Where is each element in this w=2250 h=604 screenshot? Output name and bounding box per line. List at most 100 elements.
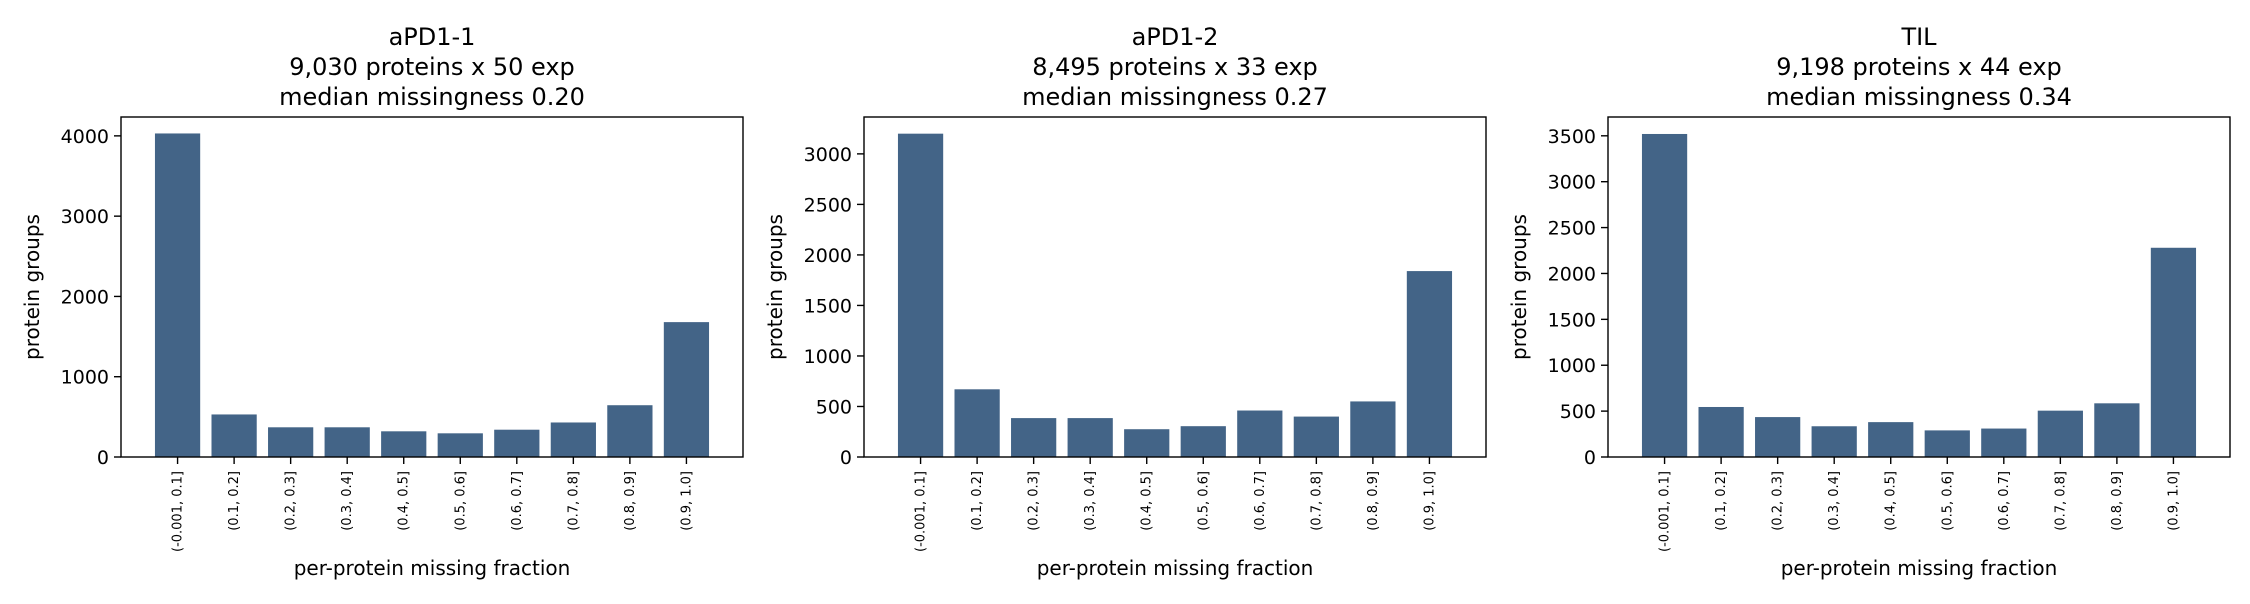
chart-1-xtick-label-8: (0.7, 0.8] [566,471,581,531]
chart-3-plot-frame [1607,116,2231,458]
chart-2-bar-6 [1180,426,1226,457]
chart-2-xlabel: per-protein missing fraction [1037,556,1314,580]
chart-2-bar-4 [1067,418,1113,457]
chart-2-xtick-label-1: (-0.001, 0.1] [914,471,929,552]
chart-2-xtick-label-2: (0.1, 0.2] [970,471,985,531]
chart-2-xtick-label-6: (0.5, 0.6] [1196,471,1211,531]
chart-3-ytick-label-5: 2000 [1548,263,1596,285]
chart-3-title-line-2: 9,198 proteins x 44 exp [1776,53,2062,81]
chart-1-bar-10 [663,322,710,457]
chart-1-ytick-label-4: 3000 [61,206,109,228]
chart-1-bar-3 [268,427,314,457]
chart-2-xtick-label-9: (0.8, 0.9] [1366,471,1381,531]
chart-3-ytick-label-2: 500 [1560,401,1596,423]
chart-1-xtick-label-10: (0.9, 1.0] [679,471,694,531]
chart-3-title-line-3: median missingness 0.34 [1766,83,2072,111]
chart-2-plot-frame [863,116,1487,458]
chart-3-bar-6 [1924,430,1970,457]
chart-1-bar-2 [211,414,257,457]
chart-1-xtick-label-3: (0.2, 0.3] [284,471,299,531]
chart-2-bar-3 [1011,418,1057,457]
chart-3-ytick-label-3: 1000 [1548,355,1596,377]
chart-3-title-line-1: TIL [1900,23,1937,51]
chart-1-xtick-label-9: (0.8, 0.9] [623,471,638,531]
chart-1-xtick-label-5: (0.4, 0.5] [397,471,412,531]
chart-3-bar-5 [1868,422,1914,457]
chart-2-title-line-1: aPD1-2 [1132,23,1219,51]
chart-1-ytick-label-1: 0 [97,447,109,469]
chart-2-bar-1 [897,133,944,457]
chart-2-bar-7 [1237,410,1283,457]
chart-3-ytick-label-8: 3500 [1548,126,1596,148]
chart-2-ytick-label-4: 1500 [804,295,852,317]
chart-1-bar-9 [607,405,653,457]
chart-3-xtick-label-9: (0.8, 0.9] [2110,471,2125,531]
chart-3-xlabel: per-protein missing fraction [1781,556,2058,580]
chart-2-ytick-label-3: 1000 [804,346,852,368]
chart-3-ytick-label-4: 1500 [1548,309,1596,331]
chart-2-bar-5 [1124,429,1170,457]
chart-1-ytick-label-2: 1000 [61,367,109,389]
chart-3-bar-8 [2037,410,2083,457]
chart-3-bar-9 [2094,403,2140,457]
chart-1-plot-frame [120,116,744,458]
chart-2-bar-10 [1406,271,1453,457]
chart-1-bar-1 [154,133,201,458]
chart-2-ytick-label-2: 500 [816,396,852,418]
chart-3-bar-3 [1755,417,1801,457]
chart-1-xtick-label-7: (0.6, 0.7] [510,471,525,531]
chart-3-xtick-label-1: (-0.001, 0.1] [1658,471,1673,552]
chart-1-title-line-3: median missingness 0.20 [279,83,585,111]
chart-2-xtick-label-7: (0.6, 0.7] [1253,471,1268,531]
chart-3-xtick-label-6: (0.5, 0.6] [1940,471,1955,531]
chart-2-ytick-label-1: 0 [840,447,852,469]
chart-1-xtick-label-1: (-0.001, 0.1] [171,471,186,552]
chart-1-title-line-2: 9,030 proteins x 50 exp [289,53,575,81]
chart-2-ytick-label-6: 2500 [804,194,852,216]
chart-2-xtick-label-10: (0.9, 1.0] [1422,471,1437,531]
chart-3-bar-1 [1641,133,1688,457]
chart-2-xtick-label-5: (0.4, 0.5] [1140,471,1155,531]
chart-1-bar-7 [494,429,540,457]
chart-3-ytick-label-6: 2500 [1548,218,1596,240]
chart-3-xtick-label-4: (0.3, 0.4] [1827,471,1842,531]
chart-2-title-line-2: 8,495 proteins x 33 exp [1032,53,1318,81]
chart-3-xtick-label-2: (0.1, 0.2] [1714,471,1729,531]
chart-1-title-line-1: aPD1-1 [389,23,476,51]
chart-3-xtick-label-8: (0.7, 0.8] [2053,471,2068,531]
chart-2-ytick-label-7: 3000 [804,144,852,166]
chart-1-ytick-label-3: 2000 [61,286,109,308]
chart-3-xtick-label-10: (0.9, 1.0] [2166,471,2181,531]
chart-2-ytick-label-5: 2000 [804,245,852,267]
chart-1-xlabel: per-protein missing fraction [294,556,571,580]
chart-1-xtick-label-2: (0.1, 0.2] [227,471,242,531]
chart-1-ylabel: protein groups [20,214,44,360]
chart-3-xtick-label-5: (0.4, 0.5] [1884,471,1899,531]
chart-2-bar-8 [1293,416,1339,457]
chart-2-bar-9 [1350,401,1396,457]
chart-1-bar-5 [381,431,427,457]
chart-2-xtick-label-8: (0.7, 0.8] [1309,471,1324,531]
chart-3-bar-7 [1981,428,2027,457]
chart-2-bar-2 [954,389,1000,457]
chart-1-xtick-label-6: (0.5, 0.6] [453,471,468,531]
chart-3-ytick-label-1: 0 [1584,447,1596,469]
chart-3-bar-10 [2150,247,2197,457]
chart-2-ylabel: protein groups [763,214,787,360]
chart-2-xtick-label-4: (0.3, 0.4] [1083,471,1098,531]
chart-1-bar-8 [550,422,596,457]
chart-3-xtick-label-3: (0.2, 0.3] [1771,471,1786,531]
chart-3-bar-4 [1811,426,1857,457]
chart-3-ytick-label-7: 3000 [1548,172,1596,194]
chart-3-xtick-label-7: (0.6, 0.7] [1997,471,2012,531]
chart-3-bar-2 [1698,406,1744,457]
chart-1-bar-6 [437,433,483,457]
chart-2-xtick-label-3: (0.2, 0.3] [1027,471,1042,531]
chart-1-ytick-label-5: 4000 [61,126,109,148]
chart-1-bar-4 [324,427,370,457]
chart-1-xtick-label-4: (0.3, 0.4] [340,471,355,531]
chart-3-ylabel: protein groups [1507,214,1531,360]
chart-2-title-line-3: median missingness 0.27 [1022,83,1328,111]
